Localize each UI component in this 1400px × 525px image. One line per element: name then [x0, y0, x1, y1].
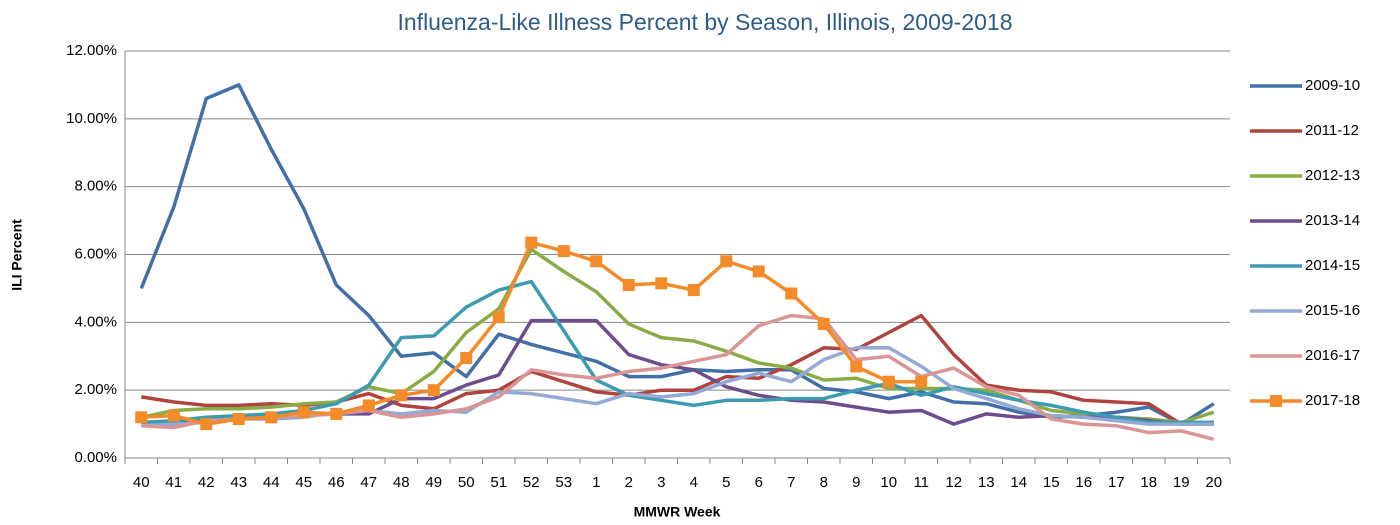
y-tick-label: 8.00% — [74, 178, 117, 195]
x-tick-label: 48 — [393, 474, 410, 491]
data-point — [915, 375, 928, 388]
x-tick-label: 52 — [523, 474, 540, 491]
y-tick-label: 0.00% — [74, 449, 117, 466]
series-line — [141, 313, 1215, 441]
x-tick-label: 40 — [133, 474, 150, 491]
y-axis-title: ILI Percent — [9, 219, 25, 291]
chart-title: Influenza-Like Illness Percent by Season… — [398, 9, 1013, 35]
x-tick-label: 11 — [913, 474, 929, 491]
y-tick-label: 4.00% — [74, 313, 117, 330]
x-tick-label: 46 — [328, 474, 345, 491]
y-tick-label: 6.00% — [74, 245, 117, 262]
x-tick-label: 51 — [490, 474, 507, 491]
data-point — [785, 287, 798, 300]
x-tick-label: 41 — [165, 474, 182, 491]
data-point — [622, 279, 635, 292]
data-point — [590, 255, 603, 268]
data-point — [720, 255, 733, 268]
y-tick-label: 10.00% — [66, 110, 117, 127]
x-tick-label: 42 — [198, 474, 215, 491]
legend-label: 2017-18 — [1305, 392, 1360, 409]
x-tick-label: 5 — [722, 474, 730, 491]
data-point — [395, 389, 408, 402]
data-point — [655, 277, 668, 290]
legend-label: 2014-15 — [1305, 257, 1360, 274]
data-point — [752, 265, 765, 278]
data-point — [135, 411, 148, 424]
data-point — [882, 375, 895, 388]
x-tick-label: 6 — [755, 474, 763, 491]
x-tick-label: 18 — [1140, 474, 1157, 491]
x-tick-label: 47 — [360, 474, 377, 491]
data-point — [167, 409, 180, 422]
x-tick-label: 7 — [787, 474, 795, 491]
legend-label: 2011-12 — [1305, 122, 1359, 139]
x-tick-label: 8 — [820, 474, 828, 491]
data-point — [200, 418, 213, 431]
x-tick-label: 19 — [1173, 474, 1190, 491]
y-tick-label: 12.00% — [66, 42, 117, 59]
legend-marker — [1270, 395, 1282, 407]
x-tick-label: 45 — [295, 474, 312, 491]
data-point — [557, 245, 570, 258]
x-tick-label: 16 — [1075, 474, 1092, 491]
data-point — [265, 411, 278, 424]
legend-label: 2009-10 — [1305, 77, 1360, 94]
data-point — [232, 412, 245, 425]
data-point — [525, 236, 538, 249]
data-point — [850, 360, 863, 373]
y-tick-label: 2.00% — [74, 381, 117, 398]
legend-label: 2016-17 — [1305, 347, 1360, 364]
data-point — [492, 311, 505, 324]
legend-label: 2015-16 — [1305, 302, 1360, 319]
data-point — [297, 406, 310, 419]
x-tick-label: 3 — [657, 474, 665, 491]
x-tick-label: 43 — [230, 474, 247, 491]
x-tick-label: 53 — [555, 474, 572, 491]
data-point — [330, 407, 343, 420]
x-tick-label: 12 — [945, 474, 962, 491]
x-tick-label: 9 — [852, 474, 860, 491]
x-tick-label: 50 — [458, 474, 475, 491]
x-tick-label: 4 — [690, 474, 698, 491]
x-tick-label: 10 — [880, 474, 897, 491]
x-tick-label: 13 — [978, 474, 995, 491]
data-point — [687, 284, 700, 297]
data-point — [817, 318, 830, 331]
data-point — [460, 351, 473, 364]
x-tick-label: 44 — [263, 474, 280, 491]
data-point — [427, 384, 440, 397]
x-tick-label: 20 — [1205, 474, 1222, 491]
x-tick-label: 2 — [625, 474, 633, 491]
x-tick-label: 49 — [425, 474, 442, 491]
x-tick-label: 17 — [1108, 474, 1125, 491]
legend-label: 2012-13 — [1305, 167, 1360, 184]
x-tick-label: 1 — [592, 474, 600, 491]
x-axis-title: MMWR Week — [634, 504, 721, 520]
data-point — [362, 399, 375, 412]
x-tick-label: 15 — [1043, 474, 1060, 491]
legend-label: 2013-14 — [1305, 212, 1360, 229]
series-line — [141, 279, 1214, 425]
x-tick-label: 14 — [1010, 474, 1027, 491]
